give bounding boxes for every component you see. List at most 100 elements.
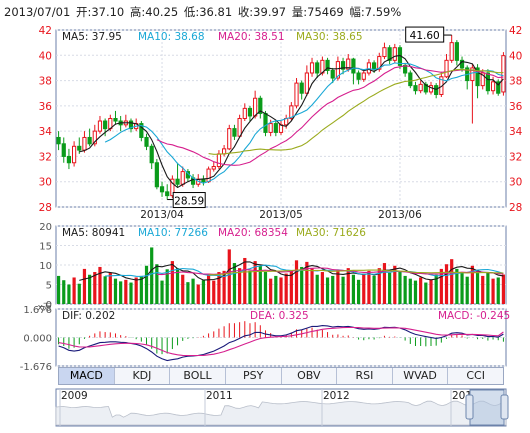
tab-rsi[interactable]: RSI	[337, 368, 393, 384]
macd-dea-label: DEA: 0.325	[250, 310, 309, 322]
candle-body	[351, 58, 356, 74]
volume-ma-label: MA5: 80941	[62, 227, 125, 239]
volume-bar	[62, 280, 66, 304]
volume-y-tick: 5	[46, 281, 52, 292]
volume-bar	[460, 272, 464, 304]
volume-bar	[413, 280, 418, 304]
candle-body	[72, 145, 77, 164]
volume-bar	[175, 268, 180, 304]
volume-ma-label: MA20: 68354	[218, 227, 288, 239]
volume-bar	[470, 265, 474, 304]
candle-body	[82, 136, 87, 151]
candle-body	[356, 72, 361, 80]
overview-left-handle[interactable]	[465, 394, 474, 420]
candle-body	[253, 97, 258, 117]
price-ma-line	[208, 68, 504, 155]
volume-bar	[486, 272, 490, 304]
candle-body	[449, 42, 454, 61]
price-y-tick-left: 42	[39, 25, 52, 37]
candle-body	[170, 178, 175, 197]
volume-bar	[393, 265, 397, 304]
tab-macd[interactable]: MACD	[59, 368, 115, 384]
volume-bar	[284, 273, 288, 304]
tab-obv[interactable]: OBV	[282, 368, 338, 384]
volume-bar	[181, 274, 185, 304]
tab-psy[interactable]: PSY	[226, 368, 282, 384]
candle-body	[242, 107, 247, 119]
candle-body	[159, 186, 165, 193]
price-ma-label: MA30: 38.65	[296, 31, 363, 43]
volume-bar	[362, 273, 366, 304]
price-y-tick-left: 28	[39, 202, 52, 214]
candle-body	[87, 136, 92, 145]
tab-cci[interactable]: CCI	[466, 369, 485, 382]
price-ma-label: MA5: 37.95	[62, 31, 122, 43]
price-y-tick-right: 42	[509, 25, 522, 37]
candle-body	[77, 145, 82, 151]
price-y-tick-right: 38	[509, 76, 522, 88]
volume-bar	[367, 270, 371, 304]
volume-bar	[253, 261, 257, 304]
volume-bar	[341, 276, 345, 304]
overview-navigator[interactable]: 2009 2011 2012 201	[55, 388, 509, 427]
candle-body	[335, 61, 340, 79]
price-y-tick-left: 34	[39, 126, 53, 138]
candle-body	[103, 120, 108, 130]
macd-panel: 1.676 0.000 -1.676 DIF: 0.202 DEA: 0.325 MACD…	[20, 305, 510, 373]
candle-body	[309, 62, 315, 74]
volume-bar	[325, 277, 330, 304]
volume-bar	[434, 274, 438, 304]
candle-body	[268, 123, 273, 133]
volume-bar	[294, 260, 299, 304]
quote-date: 2013/07/01	[4, 5, 71, 19]
candle-body	[387, 47, 392, 61]
candle-body	[294, 82, 299, 107]
overview-right-handle[interactable]	[500, 394, 509, 420]
volume-bar	[465, 276, 469, 304]
volume-bar	[88, 274, 92, 304]
candle-body	[139, 123, 144, 138]
candle-body	[92, 130, 97, 145]
price-ma-label: MA10: 38.68	[138, 31, 205, 43]
candle-body	[211, 166, 216, 170]
volume-bar	[108, 272, 112, 304]
volume-bar	[258, 265, 262, 304]
overview-year-label: 2011	[206, 390, 233, 402]
volume-bar	[248, 270, 252, 304]
candle-body	[154, 162, 159, 188]
candle-body	[382, 47, 387, 58]
volume-bar	[331, 275, 335, 304]
volume-y-tick: 20	[39, 222, 52, 233]
volume-bar	[320, 272, 324, 304]
price-y-tick-left: 38	[39, 76, 52, 88]
high-callout-box	[405, 26, 445, 43]
volume-bar	[165, 269, 169, 304]
volume-ma-label: MA10: 77266	[138, 227, 208, 239]
volume-bar	[403, 275, 407, 304]
quote-low: 低:36.81	[183, 5, 233, 19]
volume-bar	[160, 280, 164, 304]
overview-selection-window[interactable]	[469, 389, 505, 426]
price-ma-line	[104, 62, 504, 184]
candle-body	[470, 67, 475, 82]
volume-bar	[305, 261, 309, 304]
volume-bar	[429, 279, 433, 304]
volume-bar	[170, 261, 174, 304]
candle-body	[299, 82, 304, 94]
volume-bar	[113, 278, 118, 304]
candle-body	[377, 56, 382, 70]
volume-bar	[315, 274, 319, 304]
tab-wvad[interactable]: WVAD	[393, 368, 449, 384]
price-y-tick-right: 36	[509, 101, 523, 113]
indicator-tabs: MACD KDJ BOLL PSY OBV RSI WVAD CCI	[58, 367, 504, 385]
volume-bar	[300, 266, 304, 304]
price-y-tick-left: 36	[39, 101, 53, 113]
volume-bar	[501, 274, 506, 304]
tab-boll[interactable]: BOLL	[170, 368, 226, 384]
volume-bar	[356, 279, 361, 304]
candle-body	[372, 62, 377, 70]
tab-kdj[interactable]: KDJ	[115, 368, 171, 384]
volume-bar	[150, 247, 154, 304]
volume-bar	[439, 268, 443, 304]
